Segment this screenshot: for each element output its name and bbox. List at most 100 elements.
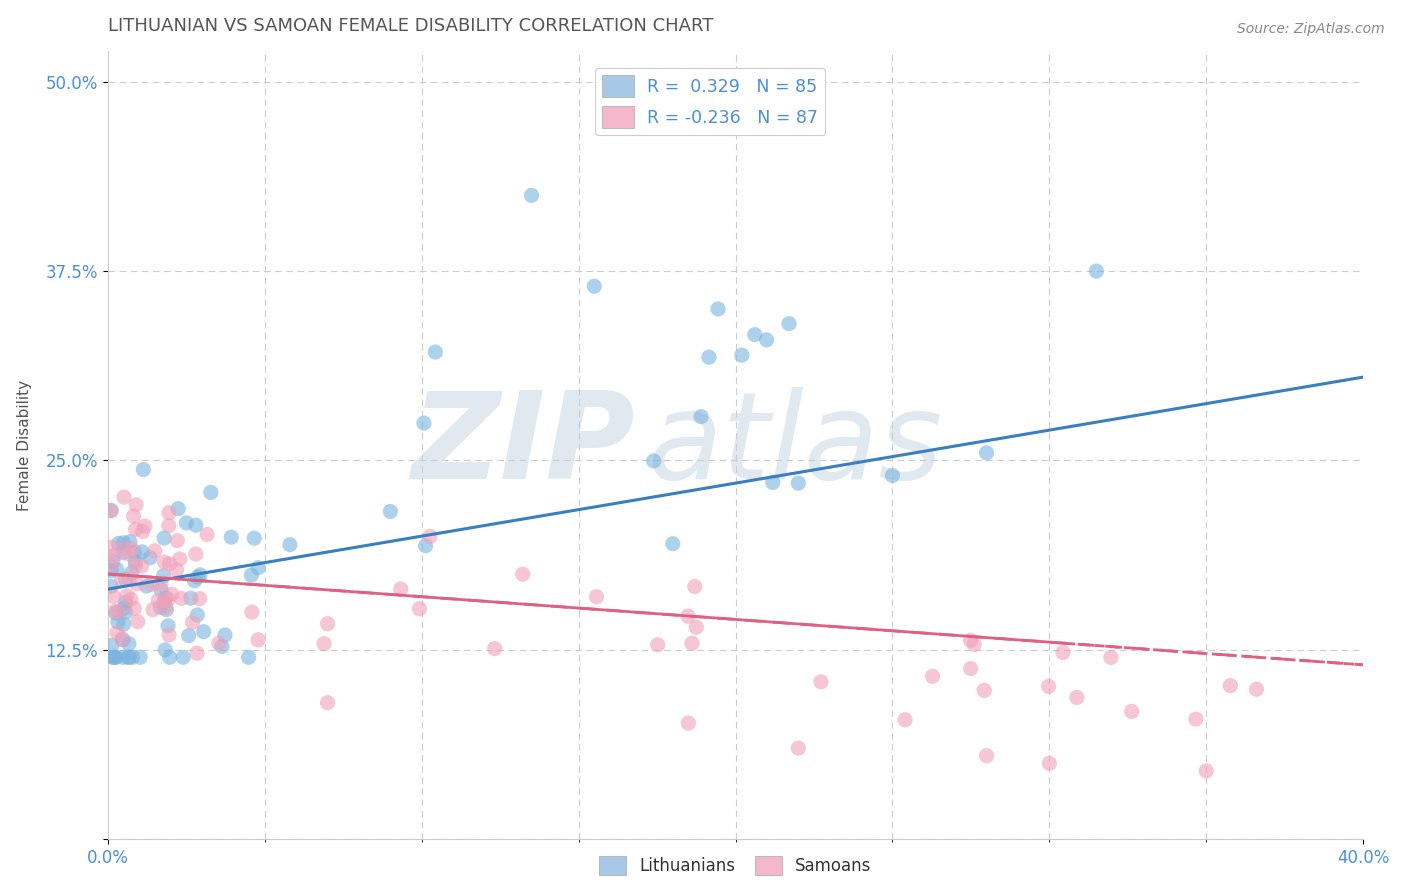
Point [103, 548, 125, 562]
Point [200, 485, 222, 500]
Point [731, 348, 754, 362]
Point [104, 650, 127, 665]
Point [170, 591, 193, 606]
Point [176, 516, 198, 530]
Point [118, 547, 141, 561]
Point [184, 518, 207, 533]
Point [193, 624, 215, 639]
Point [131, 545, 153, 559]
Point [131, 524, 153, 539]
Point [247, 632, 270, 647]
Point [150, 583, 173, 598]
Point [104, 604, 127, 618]
Point [624, 112, 647, 127]
Point [103, 650, 125, 665]
Text: Source: ZipAtlas.com: Source: ZipAtlas.com [1237, 22, 1385, 37]
Y-axis label: Female Disability: Female Disability [17, 380, 32, 511]
Point [1052, 645, 1074, 659]
Point [146, 593, 169, 607]
Point [413, 416, 436, 430]
Point [104, 650, 127, 665]
Point [153, 643, 176, 657]
Point [100, 504, 122, 518]
Point [238, 650, 260, 665]
Point [188, 567, 211, 582]
Point [976, 446, 998, 460]
Point [211, 640, 233, 654]
Point [103, 590, 125, 604]
Point [1195, 764, 1218, 778]
Point [100, 541, 122, 555]
Point [810, 674, 832, 689]
Point [153, 594, 176, 608]
Point [172, 650, 194, 665]
Point [159, 650, 181, 665]
Point [115, 605, 138, 619]
Point [131, 559, 153, 574]
Point [183, 574, 205, 588]
Point [115, 589, 138, 603]
Point [159, 557, 181, 571]
Point [149, 600, 172, 615]
Point [124, 558, 146, 573]
Point [139, 550, 162, 565]
Point [312, 637, 335, 651]
Point [169, 552, 191, 566]
Point [142, 603, 165, 617]
Point [585, 590, 607, 604]
Point [132, 462, 155, 476]
Point [219, 530, 242, 544]
Point [959, 633, 981, 648]
Point [247, 560, 270, 574]
Point [181, 615, 204, 630]
Point [110, 573, 132, 587]
Point [112, 490, 135, 504]
Point [118, 637, 141, 651]
Point [755, 333, 778, 347]
Point [278, 538, 301, 552]
Point [118, 534, 141, 549]
Point [707, 301, 730, 316]
Point [157, 518, 180, 533]
Point [685, 620, 707, 634]
Point [112, 601, 135, 615]
Point [112, 617, 135, 632]
Point [762, 475, 785, 490]
Point [105, 563, 128, 577]
Point [118, 650, 141, 665]
Point [240, 568, 263, 582]
Point [787, 741, 810, 756]
Point [112, 650, 135, 665]
Point [105, 625, 128, 640]
Point [208, 636, 231, 650]
Point [101, 650, 124, 665]
Point [117, 650, 139, 665]
Point [100, 558, 122, 573]
Point [129, 650, 152, 665]
Point [121, 650, 143, 665]
Point [112, 546, 135, 560]
Point [157, 619, 180, 633]
Point [690, 409, 713, 424]
Point [697, 350, 720, 364]
Point [107, 536, 129, 550]
Point [316, 696, 339, 710]
Point [744, 327, 766, 342]
Point [1219, 679, 1241, 693]
Point [184, 547, 207, 561]
Point [160, 587, 183, 601]
Point [188, 591, 211, 606]
Point [647, 638, 669, 652]
Point [100, 579, 122, 593]
Point [111, 632, 134, 647]
Point [122, 509, 145, 524]
Point [778, 317, 800, 331]
Point [157, 506, 180, 520]
Point [976, 748, 998, 763]
Point [155, 591, 177, 605]
Point [107, 615, 129, 629]
Point [186, 646, 208, 660]
Point [243, 531, 266, 545]
Point [963, 638, 986, 652]
Point [583, 279, 606, 293]
